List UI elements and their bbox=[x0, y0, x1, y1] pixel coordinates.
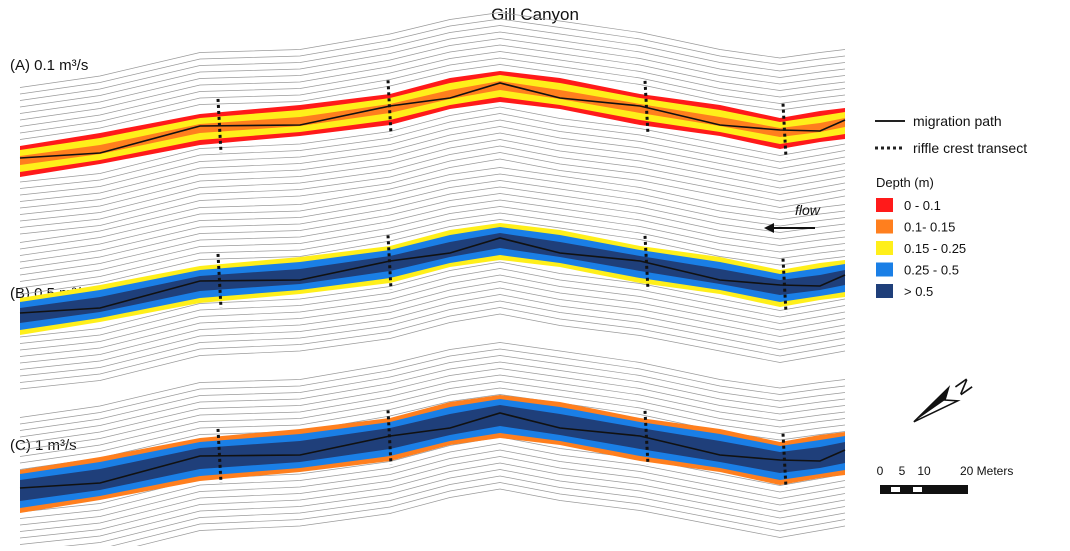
legend-label: migration path bbox=[913, 113, 1002, 129]
depth-swatch bbox=[876, 198, 893, 212]
depth-label: 0.1- 0.15 bbox=[904, 220, 955, 235]
scale-bar bbox=[880, 485, 968, 494]
legend-title: Depth (m) bbox=[876, 175, 934, 190]
depth-label: 0 - 0.1 bbox=[904, 198, 941, 213]
panel-label: (C) 1 m³/s bbox=[10, 437, 77, 454]
north-arrow: N bbox=[909, 375, 976, 429]
depth-swatch bbox=[876, 263, 893, 277]
scale-label: 0 bbox=[877, 464, 884, 478]
depth-label: > 0.5 bbox=[904, 284, 933, 299]
depth-swatch bbox=[876, 220, 893, 234]
north-arrow-body bbox=[909, 388, 957, 429]
depth-label: 0.25 - 0.5 bbox=[904, 263, 959, 278]
figure: Gill Canyon (A) 0.1 m³/s (B) 0.5 m³/s (C) … bbox=[0, 0, 1070, 546]
depth-swatch bbox=[876, 241, 893, 255]
flow-label: flow bbox=[795, 202, 821, 218]
depth-legend: 0 - 0.1 0.1- 0.15 0.15 - 0.25 0.25 - 0.5 > 0… bbox=[876, 198, 966, 299]
contour bbox=[20, 489, 845, 546]
map-panel: (A) 0.1 m³/s bbox=[10, 13, 845, 235]
scale-label: 5 bbox=[899, 464, 906, 478]
panels: (A) 0.1 m³/s (B) 0.5 m³/s (C) 1 m³/s bbox=[10, 13, 845, 547]
panel-label: (A) 0.1 m³/s bbox=[10, 57, 88, 74]
scale-label: 10 bbox=[917, 464, 931, 478]
depth-swatch bbox=[876, 284, 893, 298]
north-label: N bbox=[950, 375, 976, 399]
figure-title: Gill Canyon bbox=[491, 5, 579, 24]
legend-label: riffle crest transect bbox=[913, 140, 1027, 156]
map-panel: (C) 1 m³/s bbox=[10, 343, 845, 547]
contour bbox=[20, 483, 845, 547]
map-panel: (B) 0.5 m³/s bbox=[10, 168, 845, 390]
depth-label: 0.15 - 0.25 bbox=[904, 241, 966, 256]
scale-label: 20 Meters bbox=[960, 464, 1013, 478]
